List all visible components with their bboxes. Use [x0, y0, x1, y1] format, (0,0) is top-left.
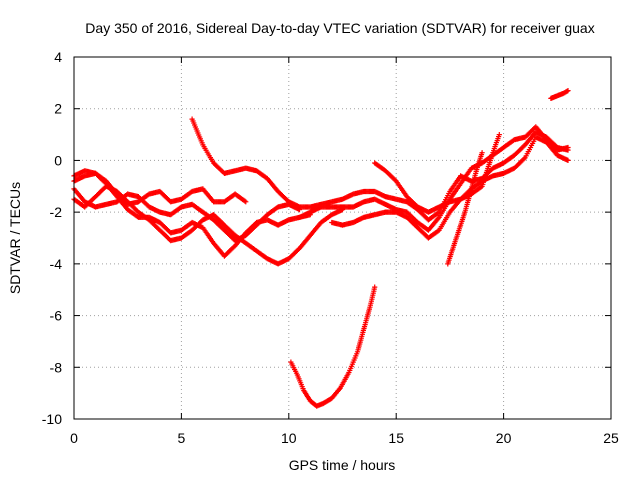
x-tick-label: 5 — [178, 430, 186, 446]
x-tick-label: 25 — [603, 430, 619, 446]
data-point — [372, 284, 378, 290]
series-track-g — [329, 134, 571, 241]
series-track-j — [288, 284, 378, 409]
series-track-a — [71, 170, 249, 207]
series-track-i — [445, 150, 485, 267]
series-track-c — [71, 183, 346, 267]
axis-ticks — [73, 56, 612, 420]
data-point — [521, 156, 527, 162]
x-tick-label: 20 — [496, 430, 512, 446]
data-point — [564, 88, 570, 94]
plot-frame — [73, 56, 612, 420]
data-point — [243, 199, 249, 205]
series-track-d — [71, 168, 313, 259]
y-tick-label: -10 — [42, 411, 62, 427]
data-point — [242, 198, 248, 204]
data-point — [565, 144, 571, 151]
x-tick-label: 10 — [281, 430, 297, 446]
x-tick-label: 0 — [70, 430, 78, 446]
data-point — [565, 88, 571, 94]
data-point — [336, 386, 342, 392]
data-series — [71, 88, 571, 409]
y-tick-label: 0 — [54, 152, 62, 168]
y-axis-label: SDTVAR / TECUs — [7, 182, 23, 294]
data-point — [478, 184, 484, 190]
y-tick-label: -8 — [50, 359, 63, 375]
y-tick-labels: -10 -8 -6 -4 -2 0 2 4 — [42, 49, 62, 427]
y-tick-label: 2 — [54, 101, 62, 117]
x-tick-label: 15 — [388, 430, 404, 446]
y-tick-label: 4 — [54, 49, 62, 65]
y-tick-label: -4 — [50, 256, 63, 272]
y-tick-label: -2 — [50, 204, 63, 220]
series-track-k — [548, 88, 571, 101]
y-tick-label: -6 — [50, 308, 63, 324]
data-point — [565, 157, 571, 163]
x-axis-label: GPS time / hours — [289, 457, 396, 473]
x-tick-labels: 0 5 10 15 20 25 — [70, 430, 619, 446]
data-point — [496, 132, 502, 138]
chart-title: Day 350 of 2016, Sidereal Day-to-day VTE… — [85, 20, 594, 36]
data-point — [479, 150, 485, 156]
